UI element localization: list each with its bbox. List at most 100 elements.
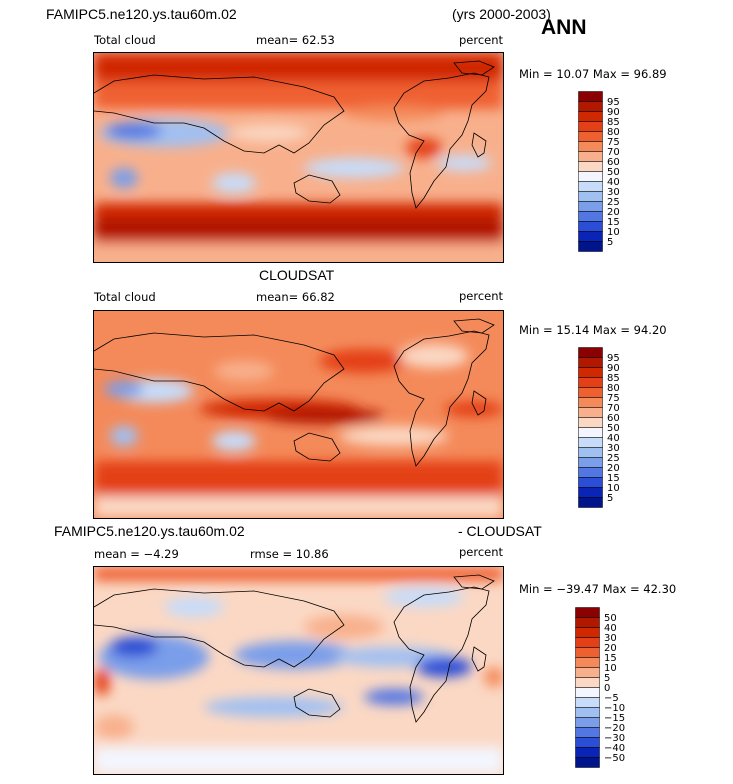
colorbar-tick-label: 60 [607,413,620,424]
colorbar-swatch [575,677,600,688]
colorbar-tick-label: 20 [604,643,617,654]
colorbar-swatch [575,607,600,618]
colorbar-swatch [575,747,600,758]
colorbar-tick-label: 20 [607,207,620,218]
colorbar-tick-label: −30 [604,733,625,744]
panel3-units-label: percent [459,545,504,559]
colorbar-swatch [578,497,603,508]
colorbar-swatch [578,397,603,408]
colorbar-tick-label: 10 [607,227,620,238]
panel1-units-label: percent [459,33,504,47]
colorbar-swatch [578,447,603,458]
colorbar-swatch [575,687,600,698]
colorbar-swatch [578,101,603,112]
colorbar-tick-label: 10 [604,663,617,674]
colorbar-tick-label: 40 [604,623,617,634]
colorbar-tick-label: 70 [607,403,620,414]
colorbar-tick-label: 30 [604,633,617,644]
colorbar-swatch [575,707,600,718]
colorbar-tick-label: 50 [607,423,620,434]
colorbar-tick-label: 0 [604,683,610,694]
colorbar-tick-label: 25 [607,453,620,464]
colorbar-swatch [578,377,603,388]
colorbar-swatch [578,467,603,478]
colorbar-swatch [575,757,600,768]
colorbar-swatch [578,151,603,162]
colorbar-swatch [575,727,600,738]
colorbar-tick-label: 80 [607,383,620,394]
colorbar-swatch [578,211,603,222]
colorbar-tick-label: 5 [604,673,610,684]
colorbar-tick-label: 20 [607,463,620,474]
panel3-title-obs: - CLOUDSAT [458,523,542,539]
colorbar-swatch [578,487,603,498]
colorbar-tick-label: −40 [604,743,625,754]
colorbar-swatch [578,201,603,212]
colorbar-tick-label: 90 [607,363,620,374]
colorbar-swatch [578,161,603,172]
colorbar-tick-label: 5 [607,493,613,504]
panel2-minmax-label: Min = 15.14 Max = 94.20 [519,323,667,337]
colorbar-swatch [578,131,603,142]
colorbar-tick-label: 15 [607,473,620,484]
colorbar-swatch [578,367,603,378]
panel3-mean-label: mean = −4.29 [94,547,179,561]
colorbar-tick-label: 40 [607,433,620,444]
colorbar-swatch [578,241,603,252]
colorbar-swatch [578,231,603,242]
panel1-map [93,52,504,263]
panel2-mean-label: mean= 66.82 [256,290,335,304]
colorbar-tick-label: −50 [604,753,625,764]
colorbar-swatch [578,191,603,202]
colorbar-swatch [575,697,600,708]
colorbar-tick-label: 5 [607,237,613,248]
colorbar-tick-label: 25 [607,197,620,208]
colorbar-tick-label: −5 [604,693,619,704]
colorbar-tick-label: 10 [607,483,620,494]
colorbar-tick-label: −10 [604,703,625,714]
colorbar-swatch [575,647,600,658]
years-label: (yrs 2000-2003) [452,6,551,22]
colorbar-tick-label: 15 [604,653,617,664]
panel1-colorbar: 95 90 85 80 75 70 60 50 40 30 25 20 15 10 5 [578,91,638,258]
panel2-title: CLOUDSAT [259,267,335,283]
colorbar-swatch [575,637,600,648]
colorbar-swatch [578,407,603,418]
colorbar-swatch [578,477,603,488]
panel3-colorbar: 50 40 30 20 15 10 5 0 −5 −10 −15 −20 −30 −40 −50 [575,607,635,774]
colorbar-tick-label: 75 [607,393,620,404]
colorbar-tick-label: 95 [607,353,620,364]
colorbar-swatch [575,627,600,638]
model-name-title: FAMIPC5.ne120.ys.tau60m.02 [46,6,237,22]
panel3-title-model: FAMIPC5.ne120.ys.tau60m.02 [54,523,245,539]
colorbar-swatch [578,417,603,428]
colorbar-swatch [575,617,600,628]
colorbar-swatch [578,91,603,102]
panel3-rmse-label: rmse = 10.86 [250,547,329,561]
panel2-colorbar: 95 90 85 80 75 70 60 50 40 30 25 20 15 10 5 [578,347,638,514]
colorbar-tick-label: 85 [607,117,620,128]
colorbar-tick-label: −20 [604,723,625,734]
colorbar-swatch [578,347,603,358]
colorbar-tick-label: 30 [607,187,620,198]
colorbar-tick-label: 95 [607,97,620,108]
colorbar-tick-label: 70 [607,147,620,158]
colorbar-swatch [578,387,603,398]
colorbar-tick-label: 30 [607,443,620,454]
colorbar-tick-label: 75 [607,137,620,148]
colorbar-swatch [575,717,600,728]
colorbar-swatch [578,171,603,182]
colorbar-swatch [578,357,603,368]
colorbar-tick-label: 15 [607,217,620,228]
colorbar-swatch [578,111,603,122]
colorbar-swatch [578,427,603,438]
colorbar-swatch [575,737,600,748]
panel3-map [93,566,504,775]
colorbar-swatch [578,221,603,232]
panel1-minmax-label: Min = 10.07 Max = 96.89 [519,67,667,81]
colorbar-swatch [575,667,600,678]
colorbar-tick-label: 50 [607,167,620,178]
panel2-units-label: percent [459,289,504,303]
colorbar-swatch [575,657,600,668]
colorbar-tick-label: 80 [607,127,620,138]
